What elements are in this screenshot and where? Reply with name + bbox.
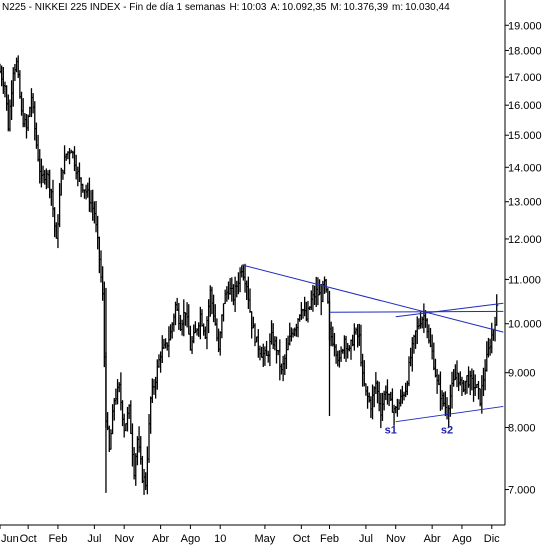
x-tick-label: Dic (484, 533, 500, 545)
x-tick-label: Abr (152, 533, 169, 545)
stat-label-1: A: (270, 2, 279, 13)
y-tick-label: 15.000 (508, 130, 542, 142)
y-tick-label: 7.000 (508, 485, 536, 497)
stat-value-0: 10:03 (241, 2, 266, 13)
y-tick-label: 9.000 (508, 368, 536, 380)
y-tick-label: 16.000 (508, 100, 542, 112)
x-tick-label: Oct (20, 533, 37, 545)
trendlines (241, 264, 504, 423)
x-tick-label: Ago (181, 533, 201, 545)
x-axis: Jun Oct Feb Jul Nov Abr Ago 10 May Oct Feb Jul Nov Ab… (0, 525, 500, 545)
stat-label-2: M: (330, 2, 341, 13)
x-tick-label: May (255, 533, 276, 545)
plot-area: s1 s2 (0, 55, 504, 495)
stat-value-3: 10.030,44 (405, 2, 450, 13)
title-text: N225 - NIKKEI 225 INDEX - Fin de día 1 s… (2, 2, 225, 13)
stat-label-0: H: (229, 2, 239, 13)
y-tick-label: 14.000 (508, 162, 542, 174)
annotation-s1: s1 (385, 424, 397, 436)
trendline (329, 310, 504, 313)
annotations: s1 s2 (385, 424, 454, 436)
price-bars (0, 55, 499, 495)
x-tick-label: Oct (293, 533, 310, 545)
trendline (395, 405, 504, 423)
chart-title: N225 - NIKKEI 225 INDEX - Fin de día 1 s… (2, 2, 450, 13)
y-tick-label: 17.000 (508, 72, 542, 84)
x-tick-label: Feb (320, 533, 339, 545)
x-tick-label: Nov (114, 533, 134, 545)
trendline (241, 264, 504, 333)
y-tick-label: 13.000 (508, 197, 542, 209)
y-tick-label: 19.000 (508, 20, 542, 32)
x-tick-label: Jul (359, 533, 373, 545)
annotation-s2: s2 (441, 424, 453, 436)
y-axis: 7.000 8.000 9.000 10.000 11.000 12.000 13.000 1… (505, 20, 542, 497)
x-tick-label: Nov (386, 533, 406, 545)
x-tick-label: 10 (214, 533, 226, 545)
x-tick-label: Ago (452, 533, 472, 545)
x-tick-label: Jun (1, 533, 19, 545)
stat-value-1: 10.092,35 (282, 2, 327, 13)
y-tick-label: 8.000 (508, 422, 536, 434)
y-tick-label: 12.000 (508, 234, 542, 246)
stat-label-3: m: (392, 2, 403, 13)
x-tick-label: Abr (424, 533, 441, 545)
x-tick-label: Feb (48, 533, 67, 545)
y-tick-label: 10.000 (508, 319, 542, 331)
trendline (395, 302, 504, 318)
x-tick-label: Jul (87, 533, 101, 545)
stat-value-2: 10.376,39 (344, 2, 389, 13)
y-tick-label: 11.000 (508, 274, 541, 286)
y-tick-label: 18.000 (508, 45, 542, 57)
